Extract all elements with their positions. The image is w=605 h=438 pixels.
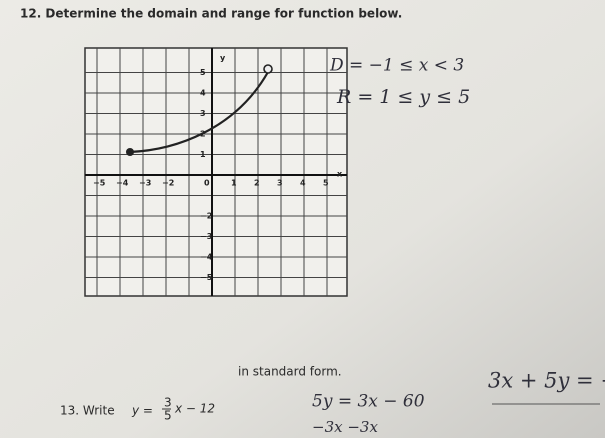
work-line-2: −3x −3x — [312, 418, 378, 436]
question-12: 12. Determine the domain and range for f… — [20, 7, 402, 21]
question-13-label: 13. Write — [60, 404, 115, 418]
work-line-1: 5y = 3x − 60 — [312, 392, 425, 412]
x-tick-label: −3 — [139, 179, 151, 188]
fraction-denominator: 5 — [164, 409, 172, 423]
open-endpoint — [263, 64, 273, 74]
y-tick-label: −3 — [200, 232, 212, 241]
equation-start: y = — [131, 404, 153, 418]
x-tick-label: −4 — [116, 179, 129, 188]
x-tick-label: 1 — [231, 179, 237, 188]
x-tick-label: 5 — [323, 179, 329, 188]
y-tick-label: 1 — [200, 150, 206, 159]
x-tick-label: 4 — [300, 179, 306, 188]
coordinate-grid — [84, 47, 348, 297]
grid-background — [84, 47, 348, 297]
function-curve — [129, 71, 269, 154]
y-tick-label: −4 — [200, 253, 213, 262]
closed-endpoint — [126, 148, 134, 156]
y-tick-label: −5 — [200, 273, 213, 282]
y-tick-label: −2 — [200, 212, 212, 221]
fraction-numerator: 3 — [164, 396, 172, 410]
equation-end: x − 12 — [174, 402, 215, 416]
x-tick-label: 0 — [204, 179, 210, 188]
y-tick-label: 2 — [200, 130, 206, 139]
y-tick-label: 5 — [200, 68, 206, 77]
x-tick-label: 3 — [277, 179, 283, 188]
y-tick-label: 3 — [200, 109, 206, 118]
x-axis-name: x — [337, 170, 343, 179]
y-tick-label: 4 — [200, 89, 206, 98]
x-tick-label: −5 — [93, 179, 106, 188]
x-tick-label: 2 — [254, 179, 260, 188]
final-answer: 3x + 5y = −60 — [488, 369, 605, 393]
x-tick-label: −2 — [162, 179, 174, 188]
question-13-end: in standard form. — [238, 365, 342, 379]
domain-answer: D = −1 ≤ x < 3 — [329, 56, 464, 76]
range-answer: R = 1 ≤ y ≤ 5 — [336, 86, 470, 108]
y-axis-name: y — [220, 54, 226, 63]
